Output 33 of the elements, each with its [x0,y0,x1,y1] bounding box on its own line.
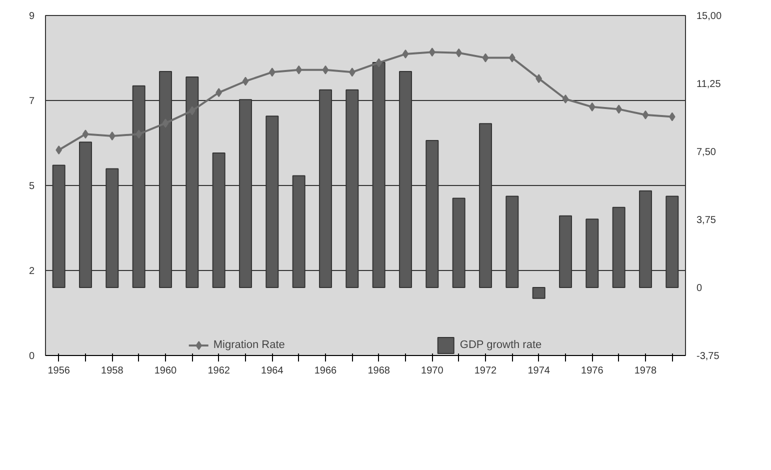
x-tick-label: 1956 [48,366,70,376]
point [642,110,649,120]
y-tick-label: 9 [28,11,35,22]
x-tick-label: 1966 [314,366,338,376]
y2-tick-label: 11,25 [696,79,722,90]
y-tick-label: 5 [28,181,35,192]
x-tick-label: 1978 [634,366,658,376]
x-tick-label: 1962 [208,366,230,376]
x-tick-label: 1976 [581,366,604,376]
x-tick-label: 1974 [528,366,550,376]
y2-tick-label: 7,50 [696,147,716,158]
point [482,53,489,62]
point [322,65,329,74]
y2-tick-label: 0 [696,283,702,294]
y2-tick-label: 15,00 [696,11,722,22]
x-tick-label: 1960 [154,366,178,376]
x-tick-label: 1964 [261,366,284,376]
point [82,130,89,139]
y-tick-label: 2 [28,266,35,277]
legend-label: Migration Rate [213,339,285,351]
y2-tick-label: 3,75 [696,215,716,226]
x-tick-label: 1958 [101,366,124,376]
x-tick-label: 1972 [474,366,498,376]
x-tick-label: 1968 [368,366,390,376]
legend-label: GDP growth rate [460,339,542,351]
bar [532,287,546,299]
point [562,94,569,104]
x-tick-label: 1970 [421,366,444,376]
point [242,76,249,86]
point [402,50,409,59]
y-tick-label: 0 [28,351,35,362]
y2-tick-label: -3,75 [696,351,720,362]
y-tick-label: 7 [28,96,35,107]
